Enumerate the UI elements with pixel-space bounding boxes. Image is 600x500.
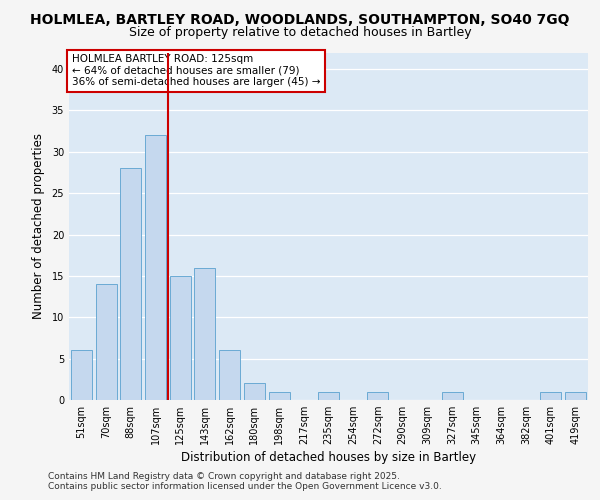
X-axis label: Distribution of detached houses by size in Bartley: Distribution of detached houses by size … [181, 452, 476, 464]
Bar [565, 392, 586, 400]
Bar [145, 135, 166, 400]
Bar [71, 350, 92, 400]
Text: HOLMLEA BARTLEY ROAD: 125sqm
← 64% of detached houses are smaller (79)
36% of se: HOLMLEA BARTLEY ROAD: 125sqm ← 64% of de… [71, 54, 320, 88]
Bar [442, 392, 463, 400]
Text: HOLMLEA, BARTLEY ROAD, WOODLANDS, SOUTHAMPTON, SO40 7GQ: HOLMLEA, BARTLEY ROAD, WOODLANDS, SOUTHA… [30, 12, 570, 26]
Bar [219, 350, 240, 400]
Text: Contains HM Land Registry data © Crown copyright and database right 2025.
Contai: Contains HM Land Registry data © Crown c… [48, 472, 442, 491]
Bar [269, 392, 290, 400]
Y-axis label: Number of detached properties: Number of detached properties [32, 133, 44, 320]
Bar [95, 284, 116, 400]
Text: Size of property relative to detached houses in Bartley: Size of property relative to detached ho… [128, 26, 472, 39]
Bar [244, 384, 265, 400]
Bar [541, 392, 562, 400]
Bar [120, 168, 141, 400]
Bar [170, 276, 191, 400]
Bar [194, 268, 215, 400]
Bar [318, 392, 339, 400]
Bar [367, 392, 388, 400]
